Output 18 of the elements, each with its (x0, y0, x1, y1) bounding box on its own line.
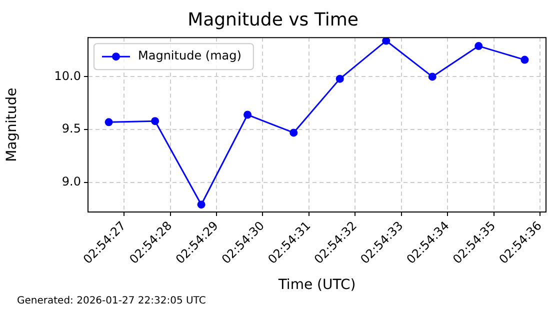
point (382, 38, 390, 45)
point (197, 200, 206, 209)
point (244, 110, 252, 119)
chart-title: Magnitude vs Time (188, 9, 358, 30)
point (336, 74, 344, 83)
point (151, 117, 160, 126)
x-axis-title: Time (UTC) (277, 277, 356, 294)
point (474, 42, 483, 50)
y-tick-label: 9.5 (62, 122, 81, 136)
y-axis-title: Magnitude (4, 88, 20, 162)
point (104, 118, 113, 126)
y-tick-label: 9.0 (62, 174, 81, 189)
point (520, 56, 529, 64)
legend-label: Magnitude (mag) (138, 48, 242, 63)
point (428, 72, 436, 81)
point (290, 128, 298, 137)
y-tick-label: 10.0 (54, 68, 81, 83)
text: Generated: 2026-01-27 22:32:05 UTC (17, 296, 206, 307)
